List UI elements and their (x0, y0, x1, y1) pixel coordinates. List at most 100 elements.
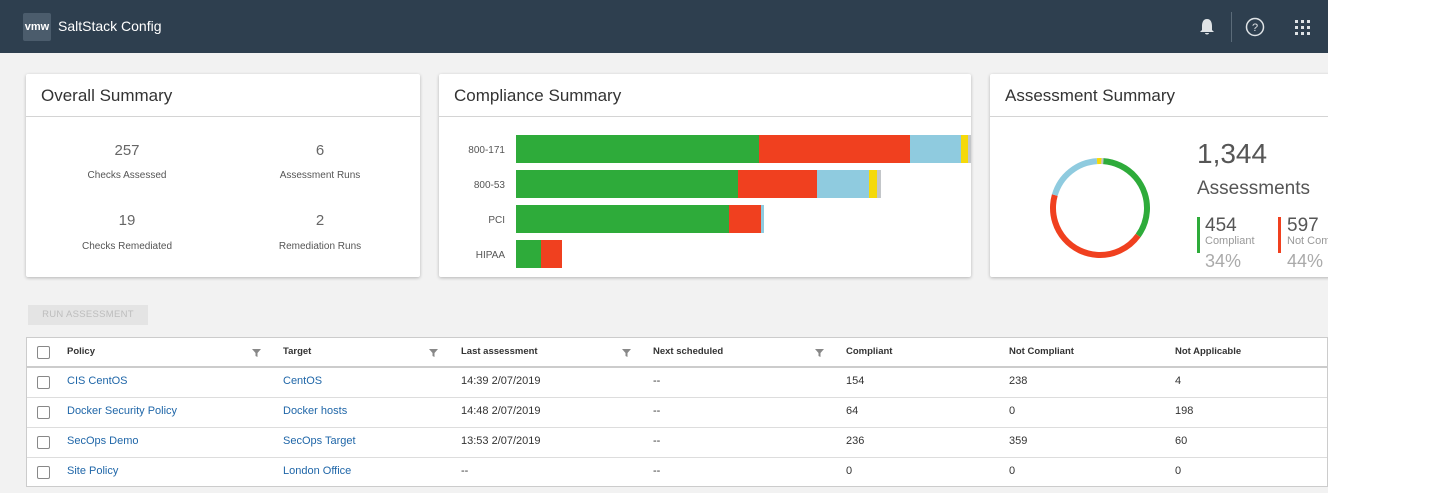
legend-percent: 34% (1205, 251, 1242, 271)
table-cell: 359 (1009, 435, 1028, 447)
bar-segment (761, 205, 764, 233)
table-cell[interactable]: SecOps Target (283, 435, 356, 447)
filter-icon[interactable] (252, 348, 261, 357)
stat-value: 2 (315, 212, 325, 229)
bar-segment (759, 135, 910, 163)
column-header[interactable]: Not Compliant (1009, 346, 1074, 357)
stat-value: 6 (315, 142, 325, 159)
bar-segment (516, 205, 729, 233)
bar-segment (877, 170, 881, 198)
table-cell: 198 (1175, 405, 1194, 417)
bar-segment (910, 135, 961, 163)
table-cell[interactable]: London Office (283, 465, 352, 477)
table-cell: 0 (1175, 465, 1182, 477)
bar-segment (869, 170, 877, 198)
donut-segment (1050, 157, 1150, 258)
row-divider (27, 427, 1327, 428)
category-label: 800-53 (474, 180, 506, 191)
card-divider (26, 116, 420, 117)
row-checkbox[interactable] (37, 466, 50, 479)
header-divider (27, 366, 1327, 368)
table-cell: 154 (846, 375, 865, 387)
card-title: Compliance Summary (454, 86, 622, 105)
divider (1231, 12, 1232, 42)
row-checkbox[interactable] (37, 376, 50, 389)
overall-summary-card: Overall Summary 257 Checks Assessed 6 As… (26, 74, 420, 277)
bar-segment (961, 135, 968, 163)
category-label: HIPAA (476, 250, 506, 261)
table-cell: 60 (1175, 435, 1188, 447)
donut-segment (1050, 157, 1150, 258)
table-cell[interactable]: SecOps Demo (67, 435, 139, 447)
column-header[interactable]: Policy (67, 346, 95, 357)
legend-label: Compliant (1205, 235, 1255, 247)
table-cell: 14:48 2/07/2019 (461, 405, 541, 417)
bell-icon[interactable] (1196, 16, 1218, 38)
stat-label: Checks Remediated (81, 241, 173, 252)
app: vmw SaltStack Config ? Overall Summary 2… (0, 0, 1328, 493)
table-cell[interactable]: Docker Security Policy (67, 405, 178, 417)
table-cell[interactable]: Site Policy (67, 465, 119, 477)
svg-text:?: ? (1252, 22, 1258, 34)
table-cell: 13:53 2/07/2019 (461, 435, 541, 447)
legend-value: 454 (1205, 215, 1237, 236)
legend-value: 597 (1287, 215, 1319, 236)
column-header[interactable]: Compliant (846, 346, 893, 357)
column-header[interactable]: Next scheduled (653, 346, 724, 357)
filter-icon[interactable] (429, 348, 438, 357)
assessment-summary-card: Assessment Summary 1,344 Assessments 454… (990, 74, 1328, 277)
compliance-summary-card: Compliance Summary 800-171 800-53 PCI HIPAA (439, 74, 971, 277)
table-cell[interactable]: Docker hosts (283, 405, 348, 417)
logo[interactable]: vmw (23, 13, 51, 41)
run-assessment-button[interactable]: RUN ASSESSMENT (28, 305, 148, 325)
legend-percent: 44% (1287, 251, 1324, 271)
table-cell: -- (653, 465, 661, 477)
row-divider (27, 457, 1327, 458)
filter-icon[interactable] (815, 348, 824, 357)
total-value: 1,344 (1197, 138, 1268, 169)
row-checkbox[interactable] (37, 406, 50, 419)
table-cell: 0 (846, 465, 853, 477)
bar-segment (516, 135, 759, 163)
table-cell[interactable]: CentOS (283, 375, 323, 387)
table-cell: -- (653, 435, 661, 447)
stat-label: Assessment Runs (279, 170, 361, 181)
column-header[interactable]: Target (283, 346, 312, 357)
bar-segment (541, 240, 562, 268)
help-icon[interactable]: ? (1244, 16, 1266, 38)
column-header[interactable]: Not Applicable (1175, 346, 1242, 357)
table-cell: 14:39 2/07/2019 (461, 375, 541, 387)
legend-swatch (1197, 217, 1200, 253)
table-cell: 64 (846, 405, 859, 417)
table-cell: -- (653, 405, 661, 417)
bar-segment (729, 205, 761, 233)
table-cell: 238 (1009, 375, 1028, 387)
table-cell: 0 (1009, 465, 1016, 477)
policy-table: Policy Target Last assessment Next schedule… (26, 337, 1328, 487)
bar-segment (738, 170, 817, 198)
stat-label: Checks Assessed (87, 170, 167, 181)
header-bar: vmw SaltStack Config ? (0, 0, 1328, 53)
legend-label: Not Compliant (1287, 235, 1328, 247)
filter-icon[interactable] (622, 348, 631, 357)
table-cell[interactable]: CIS CentOS (67, 375, 128, 387)
assessment-donut (1050, 157, 1150, 258)
apps-icon[interactable] (1294, 19, 1312, 37)
app-title[interactable]: SaltStack Config (58, 18, 162, 34)
row-checkbox[interactable] (37, 436, 50, 449)
row-divider (27, 397, 1327, 398)
bar-segment (968, 135, 971, 163)
column-header[interactable]: Last assessment (461, 346, 538, 357)
category-label: PCI (488, 215, 505, 226)
card-divider (439, 116, 971, 117)
table-cell: 4 (1175, 375, 1182, 387)
table-cell: -- (461, 465, 469, 477)
table-cell: 236 (846, 435, 865, 447)
bar-segment (817, 170, 869, 198)
bar-segment (516, 240, 541, 268)
stat-label: Remediation Runs (278, 241, 362, 252)
table-cell: 0 (1009, 405, 1016, 417)
select-all-checkbox[interactable] (37, 346, 50, 359)
stat-value: 19 (118, 212, 136, 229)
